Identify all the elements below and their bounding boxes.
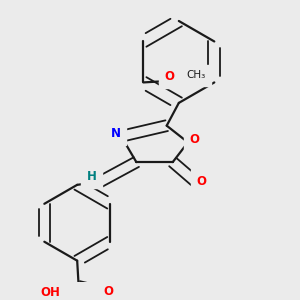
Text: OH: OH [40,286,60,299]
Text: H: H [86,170,96,183]
Text: O: O [190,133,200,146]
Text: O: O [164,70,174,83]
Text: N: N [111,127,121,140]
Text: O: O [196,175,206,188]
Text: CH₃: CH₃ [186,70,205,80]
Text: O: O [103,285,113,298]
